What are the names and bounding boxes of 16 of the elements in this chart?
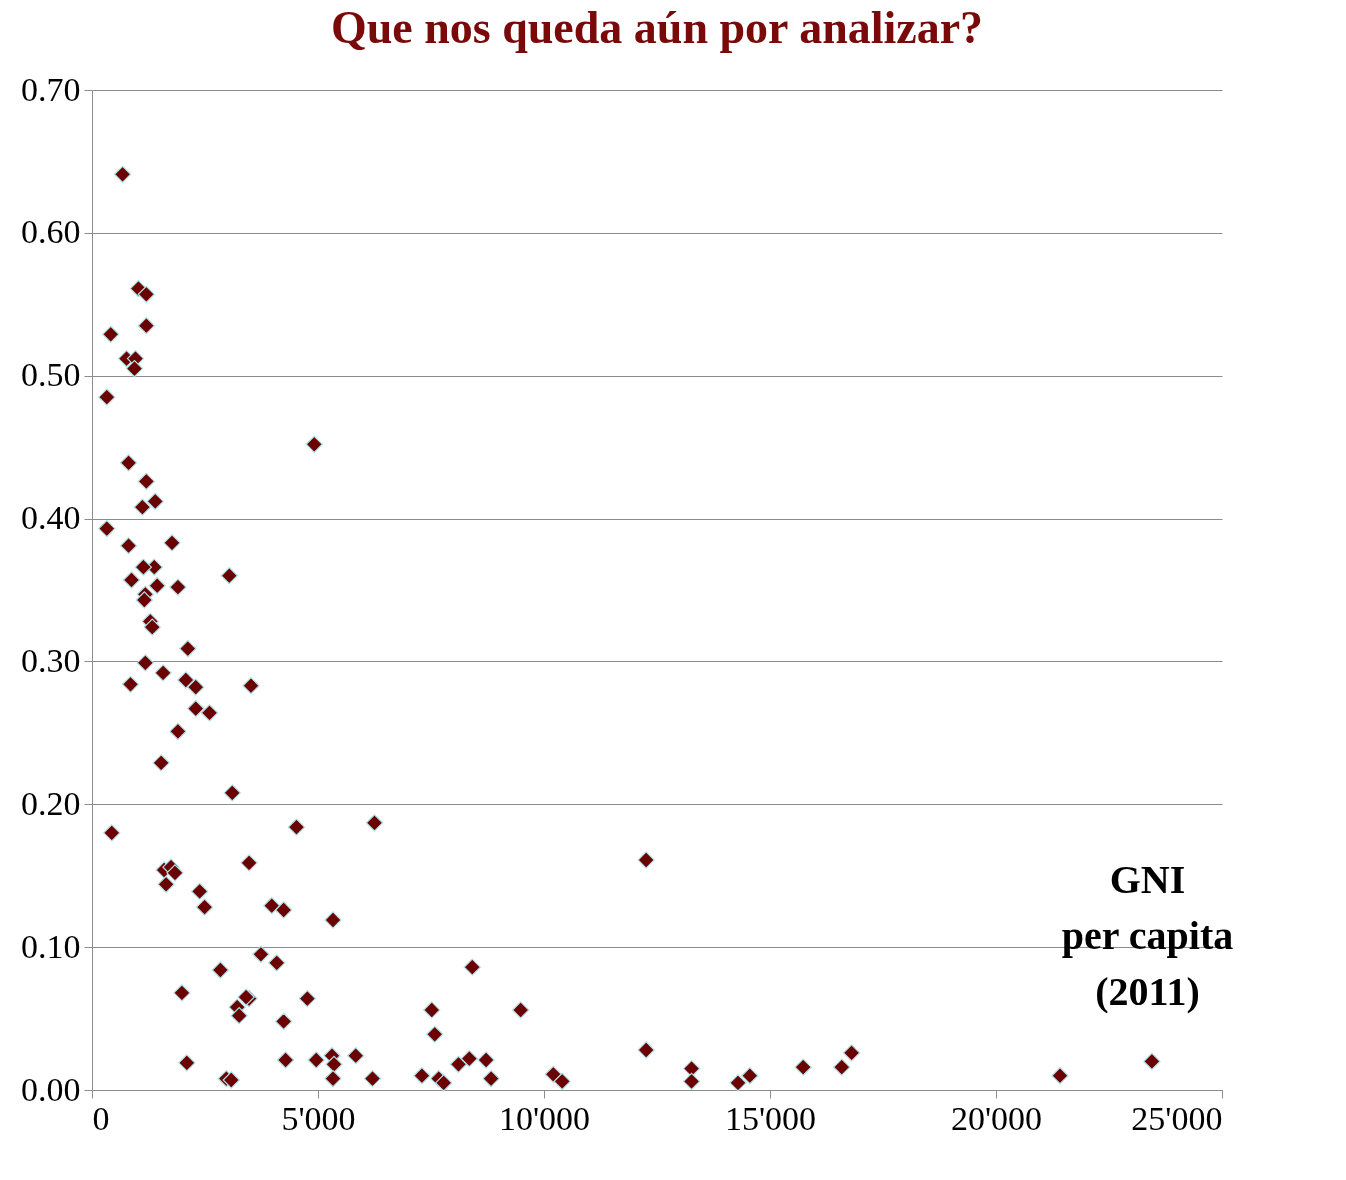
x-tick-label: 10'000 (498, 1099, 591, 1137)
x-tick-label: 15'000 (724, 1099, 817, 1137)
y-tick-label: 0.70 (21, 70, 81, 108)
y-tick-label: 0.50 (21, 356, 81, 394)
x-tick-label: 25'000 (1131, 1099, 1223, 1137)
y-tick-label: 0.30 (21, 641, 81, 679)
x-tick-label: 5'000 (281, 1099, 356, 1137)
chart-title: Que nos queda aún por analizar? (330, 2, 984, 53)
y-tick-label: 0.10 (21, 927, 81, 965)
y-tick-label: 0.40 (21, 499, 81, 537)
y-tick-label: 0.00 (21, 1070, 81, 1108)
y-tick-label: 0.20 (21, 784, 81, 822)
x-tick-label: 0 (92, 1099, 110, 1137)
x-axis-title: GNI per capita (2011) (1061, 856, 1234, 1014)
y-tick-label: 0.60 (21, 213, 81, 251)
x-tick-label: 20'000 (950, 1099, 1043, 1137)
